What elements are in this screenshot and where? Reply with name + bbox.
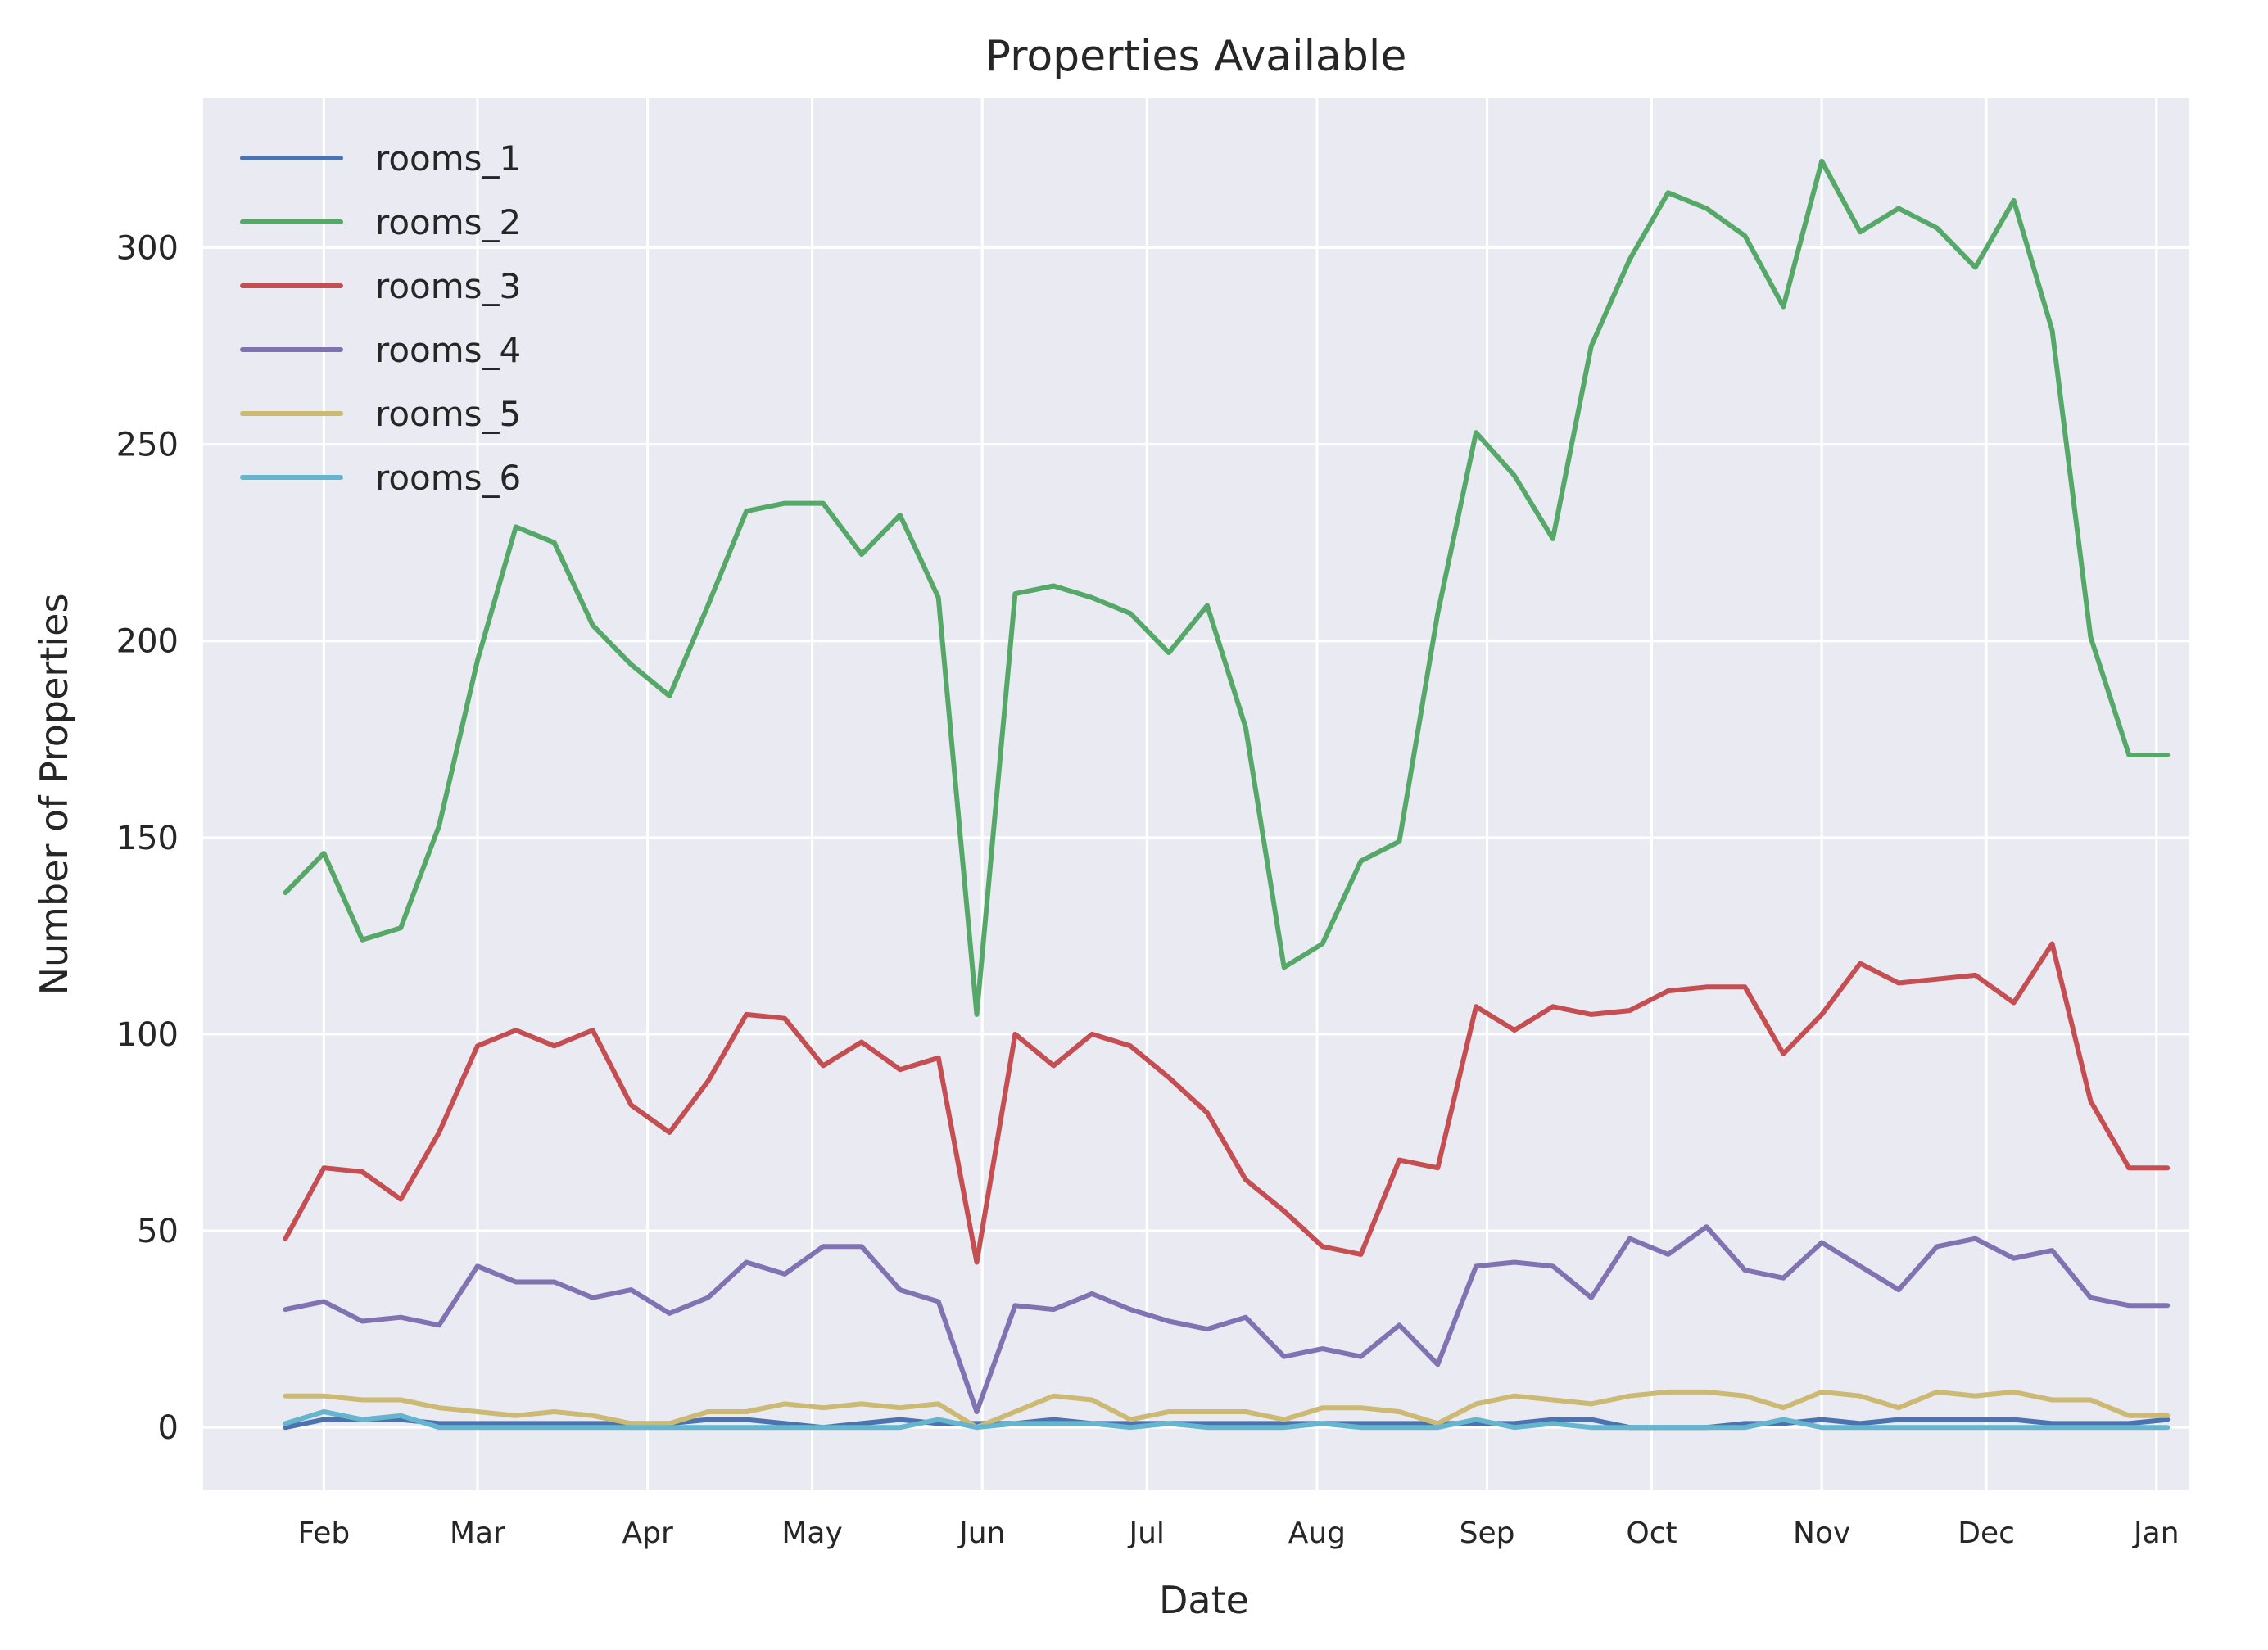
y-tick-label: 150 [116, 820, 179, 857]
legend: rooms_1 rooms_2 rooms_3 rooms_4 rooms_5rooms… [240, 138, 521, 498]
series-line-rooms-5 [283, 1389, 2171, 1431]
y-tick-labels: 0 50 100 150 200 250 300 [116, 229, 179, 1447]
legend-label: rooms_3 [375, 266, 521, 306]
y-tick-label: 0 [158, 1409, 179, 1447]
x-tick-label: Apr [622, 1517, 672, 1550]
legend-label: rooms_6 [375, 458, 521, 498]
series-lines [283, 158, 2171, 1431]
series-line-rooms-3 [283, 941, 2171, 1265]
series-line-rooms-6 [283, 1409, 2171, 1431]
x-axis-label: Date [1159, 1578, 1249, 1622]
x-gridlines [322, 98, 2158, 1490]
series-line-rooms-4 [283, 1224, 2171, 1414]
plot-background [203, 98, 2189, 1490]
x-tick-labels: Feb Mar Apr May Jun Jul Aug Sep Oct Nov Dec Jan [298, 1517, 2180, 1550]
legend-label: rooms_5 [375, 394, 521, 434]
legend-label: rooms_2 [375, 202, 521, 242]
series-line-rooms-1 [283, 1417, 2171, 1431]
x-tick-label: Jun [957, 1517, 1005, 1550]
x-tick-label: Oct [1626, 1517, 1677, 1550]
y-tick-label: 300 [116, 229, 179, 267]
legend-label: rooms_1 [375, 138, 521, 179]
x-tick-label: Feb [298, 1517, 351, 1550]
y-tick-label: 100 [116, 1016, 179, 1054]
chart-title: Properties Available [985, 32, 1407, 81]
y-tick-label: 250 [116, 427, 179, 464]
x-tick-label: Nov [1793, 1517, 1850, 1550]
y-tick-label: 200 [116, 623, 179, 661]
y-axis-label: Number of Properties [32, 594, 76, 996]
x-tick-label: Jul [1127, 1517, 1164, 1550]
x-tick-label: Mar [450, 1517, 505, 1550]
y-gridlines [203, 246, 2189, 1429]
x-tick-label: Sep [1460, 1517, 1515, 1550]
y-tick-label: 50 [137, 1213, 179, 1250]
x-tick-label: Dec [1958, 1517, 2015, 1550]
x-tick-label: Aug [1288, 1517, 1346, 1550]
legend-label: rooms_4 [375, 330, 521, 370]
x-tick-label: May [781, 1517, 842, 1550]
series-line-rooms-2 [283, 158, 2171, 1017]
x-tick-label: Jan [2132, 1517, 2180, 1550]
